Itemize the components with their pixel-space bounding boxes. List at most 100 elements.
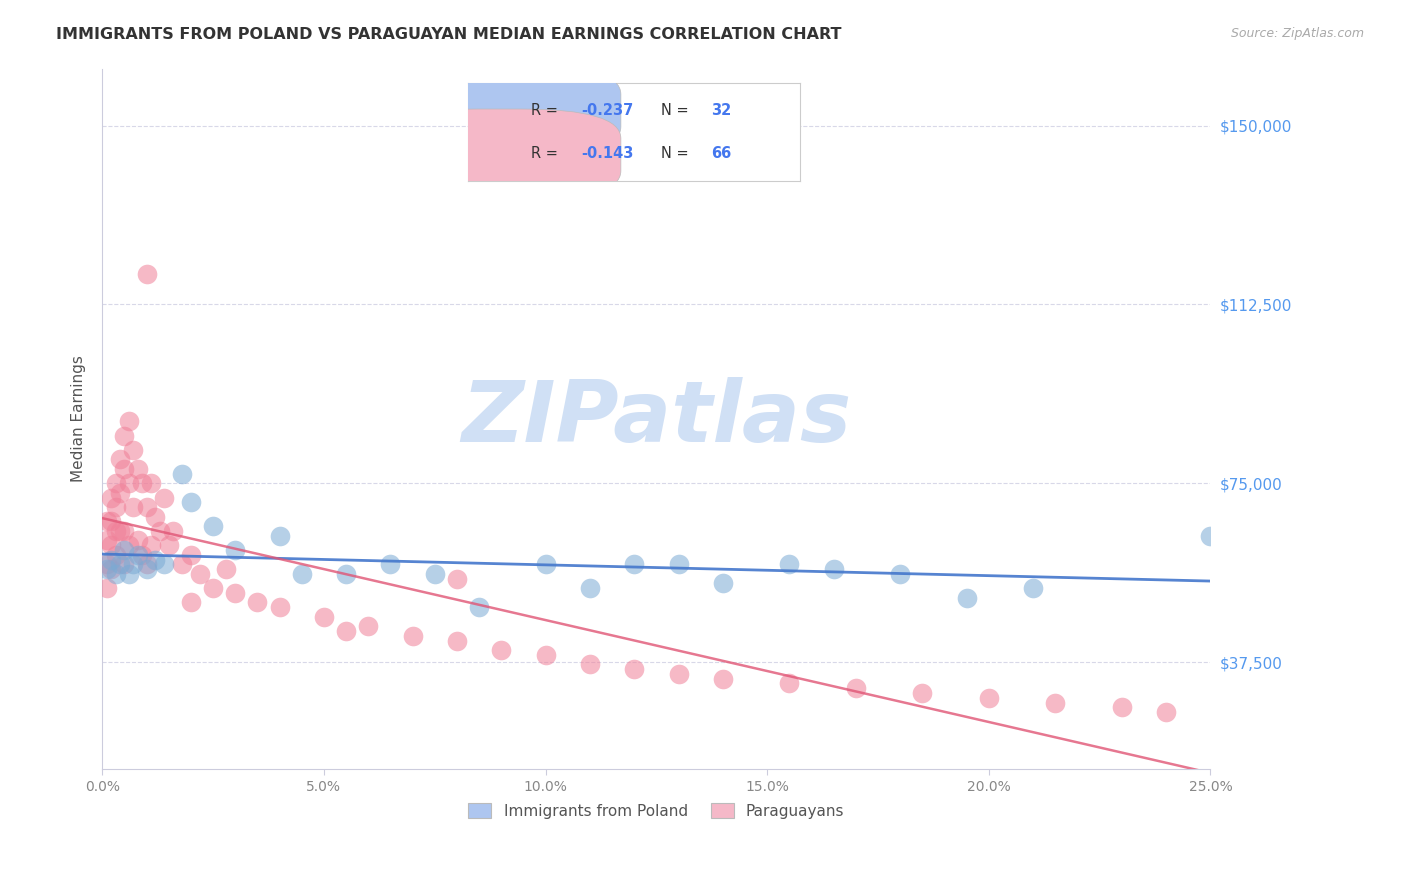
Point bbox=[711, 576, 734, 591]
Point bbox=[977, 690, 1000, 705]
Point bbox=[118, 414, 141, 428]
Point bbox=[845, 681, 868, 696]
Point bbox=[380, 558, 402, 572]
Point bbox=[423, 566, 446, 581]
Point bbox=[1199, 529, 1222, 543]
Point bbox=[131, 548, 153, 562]
Point bbox=[202, 581, 225, 595]
Point bbox=[335, 624, 357, 638]
Point bbox=[291, 566, 314, 581]
Point bbox=[579, 657, 602, 672]
Point bbox=[446, 633, 468, 648]
Text: ZIPatlas: ZIPatlas bbox=[461, 377, 852, 460]
Point bbox=[312, 609, 335, 624]
Point bbox=[104, 524, 127, 538]
Point bbox=[96, 533, 118, 548]
Point bbox=[145, 509, 167, 524]
Point bbox=[357, 619, 380, 633]
Point bbox=[135, 500, 157, 515]
Point bbox=[269, 600, 291, 615]
Point bbox=[100, 538, 122, 552]
Point bbox=[170, 558, 193, 572]
Point bbox=[778, 676, 800, 690]
Point bbox=[170, 467, 193, 481]
Point bbox=[668, 667, 690, 681]
Point bbox=[127, 548, 149, 562]
Y-axis label: Median Earnings: Median Earnings bbox=[72, 356, 86, 483]
Point bbox=[118, 476, 141, 491]
Point bbox=[100, 552, 122, 566]
Point bbox=[127, 533, 149, 548]
Point bbox=[489, 643, 512, 657]
Point bbox=[202, 519, 225, 533]
Point bbox=[118, 538, 141, 552]
Point bbox=[112, 543, 135, 558]
Point bbox=[96, 515, 118, 529]
Point bbox=[122, 558, 145, 572]
Point bbox=[108, 558, 131, 572]
Point bbox=[335, 566, 357, 581]
Point bbox=[96, 558, 118, 572]
Point bbox=[104, 566, 127, 581]
Point bbox=[668, 558, 690, 572]
Point bbox=[108, 452, 131, 467]
Point bbox=[108, 524, 131, 538]
Point bbox=[269, 529, 291, 543]
Point bbox=[112, 524, 135, 538]
Point bbox=[534, 558, 557, 572]
Point bbox=[145, 552, 167, 566]
Point bbox=[96, 562, 118, 576]
Point bbox=[112, 558, 135, 572]
Point bbox=[122, 442, 145, 457]
Point bbox=[104, 500, 127, 515]
Point bbox=[127, 462, 149, 476]
Point bbox=[153, 558, 176, 572]
Point bbox=[112, 462, 135, 476]
Point bbox=[135, 267, 157, 281]
Point bbox=[1045, 696, 1067, 710]
Legend: Immigrants from Poland, Paraguayans: Immigrants from Poland, Paraguayans bbox=[463, 797, 851, 825]
Point bbox=[131, 476, 153, 491]
Point bbox=[889, 566, 911, 581]
Point bbox=[153, 491, 176, 505]
Point bbox=[1154, 705, 1177, 719]
Point bbox=[215, 562, 238, 576]
Point bbox=[118, 566, 141, 581]
Point bbox=[157, 538, 180, 552]
Point bbox=[108, 485, 131, 500]
Point bbox=[956, 591, 979, 605]
Point bbox=[1022, 581, 1045, 595]
Point bbox=[104, 476, 127, 491]
Text: IMMIGRANTS FROM POLAND VS PARAGUAYAN MEDIAN EARNINGS CORRELATION CHART: IMMIGRANTS FROM POLAND VS PARAGUAYAN MED… bbox=[56, 27, 842, 42]
Point bbox=[112, 428, 135, 442]
Point bbox=[149, 524, 172, 538]
Point bbox=[96, 581, 118, 595]
Point bbox=[623, 558, 645, 572]
Point bbox=[100, 491, 122, 505]
Point bbox=[139, 476, 162, 491]
Point bbox=[911, 686, 934, 700]
Point bbox=[135, 562, 157, 576]
Point bbox=[224, 586, 246, 600]
Point bbox=[122, 500, 145, 515]
Point bbox=[139, 538, 162, 552]
Point bbox=[468, 600, 491, 615]
Point bbox=[162, 524, 184, 538]
Point bbox=[188, 566, 211, 581]
Point bbox=[711, 672, 734, 686]
Point bbox=[180, 495, 202, 509]
Point bbox=[104, 548, 127, 562]
Point bbox=[579, 581, 602, 595]
Point bbox=[534, 648, 557, 662]
Point bbox=[100, 515, 122, 529]
Point bbox=[446, 572, 468, 586]
Point bbox=[623, 662, 645, 676]
Point bbox=[224, 543, 246, 558]
Text: Source: ZipAtlas.com: Source: ZipAtlas.com bbox=[1230, 27, 1364, 40]
Point bbox=[401, 629, 423, 643]
Point bbox=[823, 562, 845, 576]
Point bbox=[100, 562, 122, 576]
Point bbox=[778, 558, 800, 572]
Point bbox=[246, 595, 269, 609]
Point bbox=[1111, 700, 1133, 714]
